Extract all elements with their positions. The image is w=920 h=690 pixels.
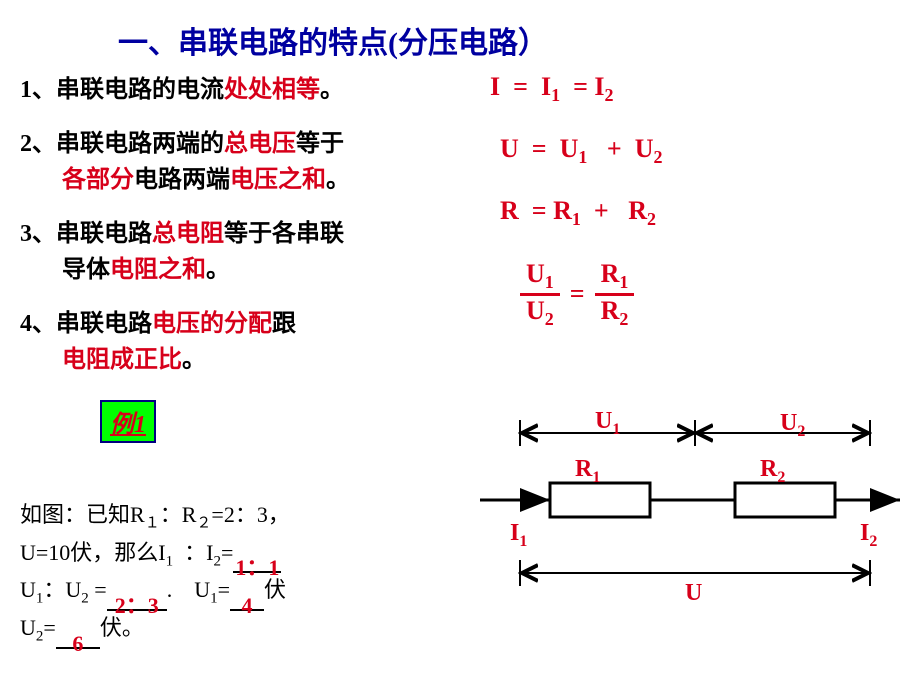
title-paren: 分压电路） bbox=[398, 27, 548, 60]
svg-text:I2: I2 bbox=[860, 520, 877, 550]
f1-s2: 2 bbox=[605, 85, 614, 105]
f4-n2: R bbox=[601, 259, 620, 288]
prob-l3f: 伏 bbox=[264, 577, 286, 602]
prob-l1c: =2：3， bbox=[211, 502, 289, 527]
f2-r1: U bbox=[560, 134, 579, 163]
point-2-it: 电路两端 bbox=[134, 167, 230, 193]
f3-eq: = bbox=[532, 196, 547, 225]
point-2-ir: 各部分 bbox=[62, 167, 134, 193]
point-4: 4、串联电路电压的分配跟 电阻成正比。 bbox=[20, 306, 470, 378]
svg-text:U2: U2 bbox=[780, 410, 805, 440]
page-title: 一、串联电路的特点(分压电路） bbox=[0, 0, 920, 62]
f4-d2: R bbox=[601, 296, 620, 325]
prob-l4b: = bbox=[43, 615, 55, 640]
f1-s1: 1 bbox=[551, 85, 560, 105]
f4-d1s: 2 bbox=[545, 309, 554, 329]
point-3-ir: 电阻之和 bbox=[110, 257, 206, 283]
f2-eq: = bbox=[532, 134, 547, 163]
point-2-r1: 总电压 bbox=[224, 131, 296, 157]
prob-l4c: 伏。 bbox=[100, 615, 144, 640]
point-4-num: 4、 bbox=[20, 311, 56, 337]
prob-l2c: = bbox=[221, 540, 233, 565]
point-2-t2: 等于 bbox=[296, 131, 344, 157]
f2-s2: 2 bbox=[654, 147, 663, 167]
point-3-r1: 总电阻 bbox=[152, 221, 224, 247]
prob-l3c: = bbox=[89, 577, 107, 602]
f4-d2s: 2 bbox=[619, 309, 628, 329]
svg-text:U: U bbox=[685, 580, 702, 606]
svg-text:U1: U1 bbox=[595, 408, 620, 438]
point-1-num: 1、 bbox=[20, 77, 56, 103]
prob-l2b: ：I bbox=[184, 540, 213, 565]
f4-n1: U bbox=[526, 259, 545, 288]
prob-s2: ２ bbox=[196, 515, 211, 531]
f4-n1s: 1 bbox=[545, 272, 554, 292]
formula-resistance: R = R1 + R2 bbox=[480, 196, 900, 230]
prob-l1b: ：R bbox=[160, 502, 197, 527]
prob-l3d: . U bbox=[167, 577, 210, 602]
point-4-t2: 跟 bbox=[272, 311, 296, 337]
f1-eq2: = bbox=[573, 72, 588, 101]
prob-l3b: ：U bbox=[43, 577, 81, 602]
prob-l3a: U bbox=[20, 577, 36, 602]
prob-l1a: 如图：已知R bbox=[20, 502, 145, 527]
formulas-column: I = I1 = I2 U = U1 + U2 R = R1 + R2 U1 U… bbox=[480, 72, 900, 356]
answer-4: 6 bbox=[72, 631, 83, 656]
f3-s2: 2 bbox=[647, 210, 656, 230]
point-3-it2: 。 bbox=[206, 257, 230, 283]
example-problem: 如图：已知R１：R２=2：3， U=10伏，那么I1 ：I2=1：1 U1：U2… bbox=[20, 498, 460, 649]
point-4-r1: 电压的分配 bbox=[152, 311, 272, 337]
point-3-t1: 串联电路 bbox=[56, 221, 152, 247]
f3-r2: R bbox=[628, 196, 647, 225]
point-2-num: 2、 bbox=[20, 131, 56, 157]
point-2-t1: 串联电路两端的 bbox=[56, 131, 224, 157]
point-2-it2: 。 bbox=[326, 167, 350, 193]
prob-s1: １ bbox=[145, 515, 160, 531]
f3-r1: R bbox=[553, 196, 572, 225]
point-4-ir: 电阻成正比 bbox=[62, 347, 182, 373]
point-3: 3、串联电路总电阻等于各串联 导体电阻之和。 bbox=[20, 216, 470, 288]
f2-s1: 1 bbox=[578, 147, 587, 167]
answer-3: 4 bbox=[242, 593, 253, 618]
point-1-t2: 。 bbox=[320, 77, 344, 103]
formula-voltage: U = U1 + U2 bbox=[480, 134, 900, 168]
point-3-num: 3、 bbox=[20, 221, 56, 247]
f2-lhs: U bbox=[500, 134, 519, 163]
ratio-left-frac: U1 U2 bbox=[520, 261, 560, 328]
f3-s1: 1 bbox=[572, 210, 581, 230]
point-3-it: 导体 bbox=[62, 257, 110, 283]
f4-n2s: 1 bbox=[619, 272, 628, 292]
prob-l3e: = bbox=[218, 577, 230, 602]
point-2: 2、串联电路两端的总电压等于 各部分电路两端电压之和。 bbox=[20, 126, 470, 198]
svg-text:R2: R2 bbox=[760, 456, 785, 486]
f2-op: + bbox=[607, 134, 622, 163]
circuit-diagram: U1 U2 R1 R2 I1 I2 U bbox=[480, 400, 900, 640]
point-4-t1: 串联电路 bbox=[56, 311, 152, 337]
point-1: 1、串联电路的电流处处相等。 bbox=[20, 72, 470, 108]
point-3-t2: 等于各串联 bbox=[224, 221, 344, 247]
ratio-right-frac: R1 R2 bbox=[595, 261, 635, 328]
point-2-ir2: 电压之和 bbox=[230, 167, 326, 193]
f4-eq: = bbox=[570, 279, 585, 309]
f3-op: + bbox=[594, 196, 609, 225]
f4-d1: U bbox=[526, 296, 545, 325]
formula-ratio: U1 U2 = R1 R2 bbox=[480, 259, 900, 328]
title-prefix: 一、串联电路的特点( bbox=[118, 27, 398, 60]
prob-l4a: U bbox=[20, 615, 36, 640]
svg-text:I1: I1 bbox=[510, 520, 527, 550]
point-4-it2: 。 bbox=[182, 347, 206, 373]
example-label: 例1 bbox=[100, 400, 156, 443]
f1-r1: I bbox=[541, 72, 551, 101]
points-column: 1、串联电路的电流处处相等。 2、串联电路两端的总电压等于 各部分电路两端电压之… bbox=[20, 72, 470, 443]
f1-lhs: I bbox=[490, 72, 500, 101]
point-1-r1: 处处相等 bbox=[224, 77, 320, 103]
f3-lhs: R bbox=[500, 196, 519, 225]
point-1-t1: 串联电路的电流 bbox=[56, 77, 224, 103]
f1-eq1: = bbox=[513, 72, 528, 101]
f1-r2: I bbox=[594, 72, 604, 101]
formula-current: I = I1 = I2 bbox=[480, 72, 900, 106]
f2-r2: U bbox=[635, 134, 654, 163]
svg-text:R1: R1 bbox=[575, 456, 600, 486]
prob-l2a: U=10伏，那么I bbox=[20, 540, 166, 565]
